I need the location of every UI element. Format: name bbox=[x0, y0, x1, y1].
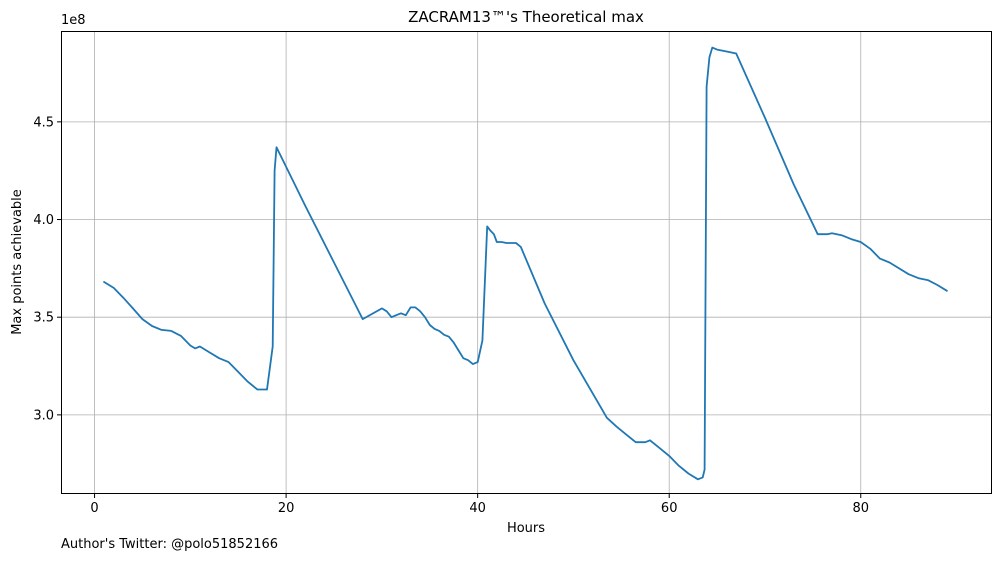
y-tick-label: 4.0 bbox=[33, 213, 54, 228]
y-tick-label: 4.5 bbox=[33, 115, 54, 130]
x-axis-label: Hours bbox=[507, 521, 545, 536]
axis-ticks: 0 20 40 60 80 3.0 3.5 4.0 4.5 bbox=[33, 115, 869, 516]
x-tick-label: 80 bbox=[852, 501, 869, 516]
y-axis-label: Max points achievable bbox=[10, 189, 25, 335]
y-tick-label: 3.0 bbox=[33, 408, 54, 423]
x-tick-label: 60 bbox=[661, 501, 678, 516]
plot-frame bbox=[61, 31, 992, 494]
x-tick-label: 40 bbox=[469, 501, 486, 516]
y-offset-label: 1e8 bbox=[61, 13, 86, 28]
y-tick-label: 3.5 bbox=[33, 311, 54, 326]
x-tick-label: 0 bbox=[90, 501, 98, 516]
x-tick-label: 20 bbox=[278, 501, 295, 516]
chart-title: ZACRAM13™'s Theoretical max bbox=[408, 8, 644, 26]
series-line bbox=[103, 46, 948, 481]
grid-lines bbox=[62, 32, 991, 493]
author-twitter-note: Author's Twitter: @polo51852166 bbox=[61, 537, 279, 552]
